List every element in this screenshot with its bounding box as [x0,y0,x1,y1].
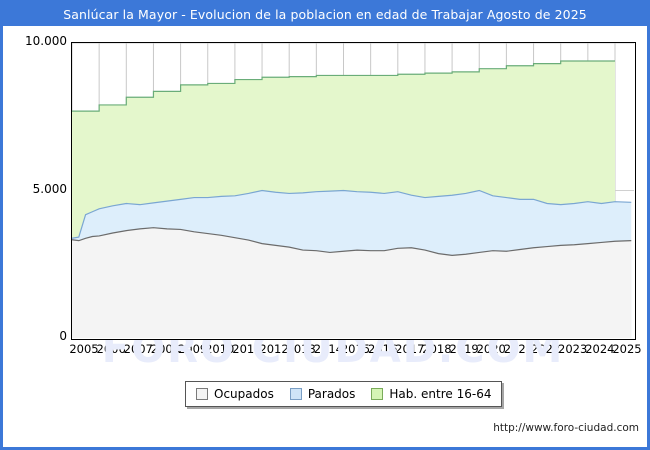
y-axis-tick-label: 10.000 [25,34,67,48]
page-title: Sanlúcar la Mayor - Evolucion de la pobl… [63,7,587,22]
series-area-ocupados [72,227,632,338]
x-axis-tick-label: 2018 [422,342,452,356]
chart-svg [72,43,634,338]
x-axis-tick-label: 2020 [476,342,506,356]
chart-legend: Ocupados Parados Hab. entre 16-64 [185,381,503,407]
legend-label: Hab. entre 16-64 [389,387,492,401]
legend-swatch [196,388,208,400]
x-axis-tick-label: 2017 [395,342,425,356]
x-axis-tick-label: 2008 [150,342,181,356]
x-axis-tick-label: 2012 [259,342,289,356]
x-axis-tick-label: 2023 [558,342,588,356]
x-axis-tick-label: 2025 [612,342,642,356]
x-axis-tick-label: 2015 [340,342,371,356]
x-axis-labels: 2005 2006 2007 2008 2009 2010 2011 2012 2013 2014… [69,342,642,360]
legend-item[interactable]: Parados [289,387,356,401]
series-layer [72,60,632,338]
series-line-parados [72,189,632,239]
x-axis-tick-label: 2021 [503,342,534,356]
y-axis-tick-label: 5.000 [32,181,67,196]
x-axis-tick-label: 2010 [205,342,235,356]
x-axis-tick-label: 2024 [585,342,615,356]
y-axis-labels: 0 5.000 10.000 [3,26,67,356]
legend-swatch [289,388,302,400]
chart-panel: FORO CIUDAD.COM 0 5.000 10.000 2005 2006 200… [3,26,647,447]
legend-label: Ocupados [214,387,274,401]
series-line-hab-entre-16-64 [72,60,615,112]
window-title-bar: Sanlúcar la Mayor - Evolucion de la pobl… [3,3,647,26]
plot-area [71,42,636,340]
legend-swatch [371,388,384,400]
y-axis-tick-label: 0 [59,329,67,343]
legend-label: Parados [307,387,356,401]
legend-item[interactable]: Hab. entre 16-64 [371,387,491,401]
x-axis-tick-label: 2011 [232,342,262,356]
source-url: http://www.foro-ciudad.com [493,422,639,434]
x-axis-tick-label: 2019 [449,342,479,356]
x-axis-tick-label: 2016 [368,342,398,356]
x-axis-tick-label: 2022 [530,342,561,356]
series-line-ocupados [72,227,632,257]
x-axis-tick-label: 2009 [177,342,208,356]
x-axis-tick-label: 2005 [69,342,99,356]
x-axis-tick-label: 2007 [123,342,153,356]
x-axis-tick-label: 2013 [286,342,316,356]
x-axis-tick-label: 2006 [96,342,126,356]
legend-item[interactable]: Ocupados [196,387,274,401]
x-axis-tick-label: 2014 [313,342,343,356]
